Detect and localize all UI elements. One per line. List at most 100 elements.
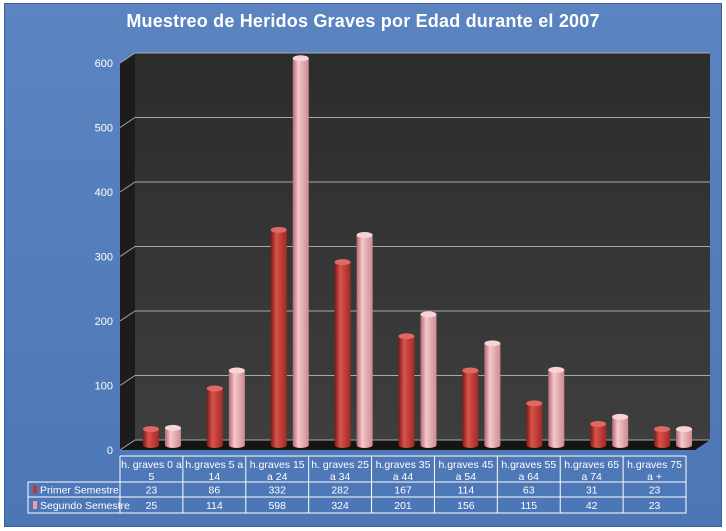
data-value-label: 25 (146, 500, 158, 512)
data-value-label: 114 (206, 500, 223, 512)
bar-top (228, 367, 245, 374)
bar-top (334, 259, 351, 266)
bar-1-7 (612, 413, 629, 448)
bar-1-0 (164, 424, 181, 448)
bar-0-0 (142, 426, 159, 448)
bar-base (612, 442, 629, 448)
bar-base (164, 442, 181, 448)
category-label: a 64 (519, 471, 540, 483)
legend-key (33, 485, 37, 494)
category-label: h.graves 5 a (185, 459, 243, 471)
category-label: a 34 (330, 471, 351, 483)
bar-0-3 (334, 259, 351, 448)
bar-1-5 (484, 340, 501, 448)
bar-body (676, 429, 693, 445)
data-value-label: 114 (458, 485, 475, 497)
bar-body (654, 429, 671, 445)
bar-top (164, 424, 181, 431)
data-value-label: 86 (208, 485, 220, 497)
gridline-side (119, 52, 136, 64)
bar-base (228, 442, 245, 448)
category-label: a 54 (456, 471, 477, 483)
bar-base (462, 442, 479, 448)
category-label: 5 (149, 471, 155, 483)
gridline-side (119, 117, 136, 128)
data-value-label: 167 (394, 485, 412, 497)
bar-base (548, 442, 565, 448)
category-label: a + (647, 471, 662, 483)
bar-base (142, 442, 159, 448)
bar-body (398, 336, 415, 445)
data-value-label: 63 (523, 485, 535, 497)
category-label: h.graves 65 (564, 459, 619, 471)
bar-base (526, 442, 543, 448)
bar-base (292, 442, 309, 448)
bar-1-6 (548, 366, 565, 448)
bar-top (270, 226, 287, 233)
data-value-label: 282 (331, 485, 349, 497)
bar-top (548, 366, 565, 373)
legend-label: Segundo Semestre (40, 500, 130, 512)
bar-top (612, 413, 629, 420)
y-tick-label: 400 (95, 187, 113, 199)
data-value-label: 598 (268, 500, 286, 512)
bar-body (356, 235, 373, 445)
bar-base (334, 442, 351, 448)
gridline-side (119, 310, 136, 322)
bar-body (420, 314, 437, 445)
bar-0-4 (398, 333, 415, 448)
bar-0-5 (462, 367, 479, 448)
bar-1-8 (676, 426, 693, 448)
bar-top (526, 400, 543, 407)
bar-base (590, 442, 607, 448)
bar-body (206, 388, 223, 445)
bar-top (420, 311, 437, 318)
data-value-label: 324 (331, 500, 349, 512)
bar-body (612, 416, 629, 445)
bar-base (654, 442, 671, 448)
gridline-side (119, 181, 136, 193)
bar-top (590, 421, 607, 428)
legend-label: Primer Semestre (40, 485, 119, 497)
y-tick-label: 0 (107, 445, 113, 457)
bar-base (206, 442, 223, 448)
bar-body (270, 229, 287, 445)
data-value-label: 31 (586, 485, 598, 497)
bar-top (356, 232, 373, 239)
bar-body (292, 58, 309, 445)
bar-body (142, 429, 159, 445)
bar-body (484, 343, 501, 445)
y-tick-label: 600 (95, 58, 113, 70)
gridline-side (119, 439, 136, 451)
bar-top (142, 426, 159, 433)
bar-1-4 (420, 311, 437, 448)
bar-0-1 (206, 385, 223, 448)
data-value-label: 42 (586, 500, 598, 512)
gridline-side (119, 375, 136, 386)
bar-body (462, 370, 479, 445)
data-value-label: 23 (649, 485, 661, 497)
bar-top (654, 426, 671, 433)
category-label: h. graves 0 a (121, 459, 182, 471)
bar-0-2 (270, 226, 287, 448)
bar-top (206, 385, 223, 392)
bar-top (484, 340, 501, 347)
bar-base (270, 442, 287, 448)
y-tick-label: 200 (95, 316, 113, 328)
category-label: h.graves 55 (501, 459, 556, 471)
bar-base (398, 442, 415, 448)
data-value-label: 115 (520, 500, 537, 512)
bar-top (462, 367, 479, 374)
data-value-label: 23 (146, 485, 158, 497)
bar-0-6 (526, 400, 543, 448)
legend-key (33, 501, 37, 509)
y-tick-label: 100 (95, 381, 113, 393)
bar-0-8 (654, 426, 671, 448)
bar-base (420, 442, 437, 448)
category-label: h.graves 35 (376, 459, 431, 471)
category-label: h.graves 15 (250, 459, 305, 471)
bar-body (334, 262, 351, 445)
bar-body (228, 370, 245, 445)
